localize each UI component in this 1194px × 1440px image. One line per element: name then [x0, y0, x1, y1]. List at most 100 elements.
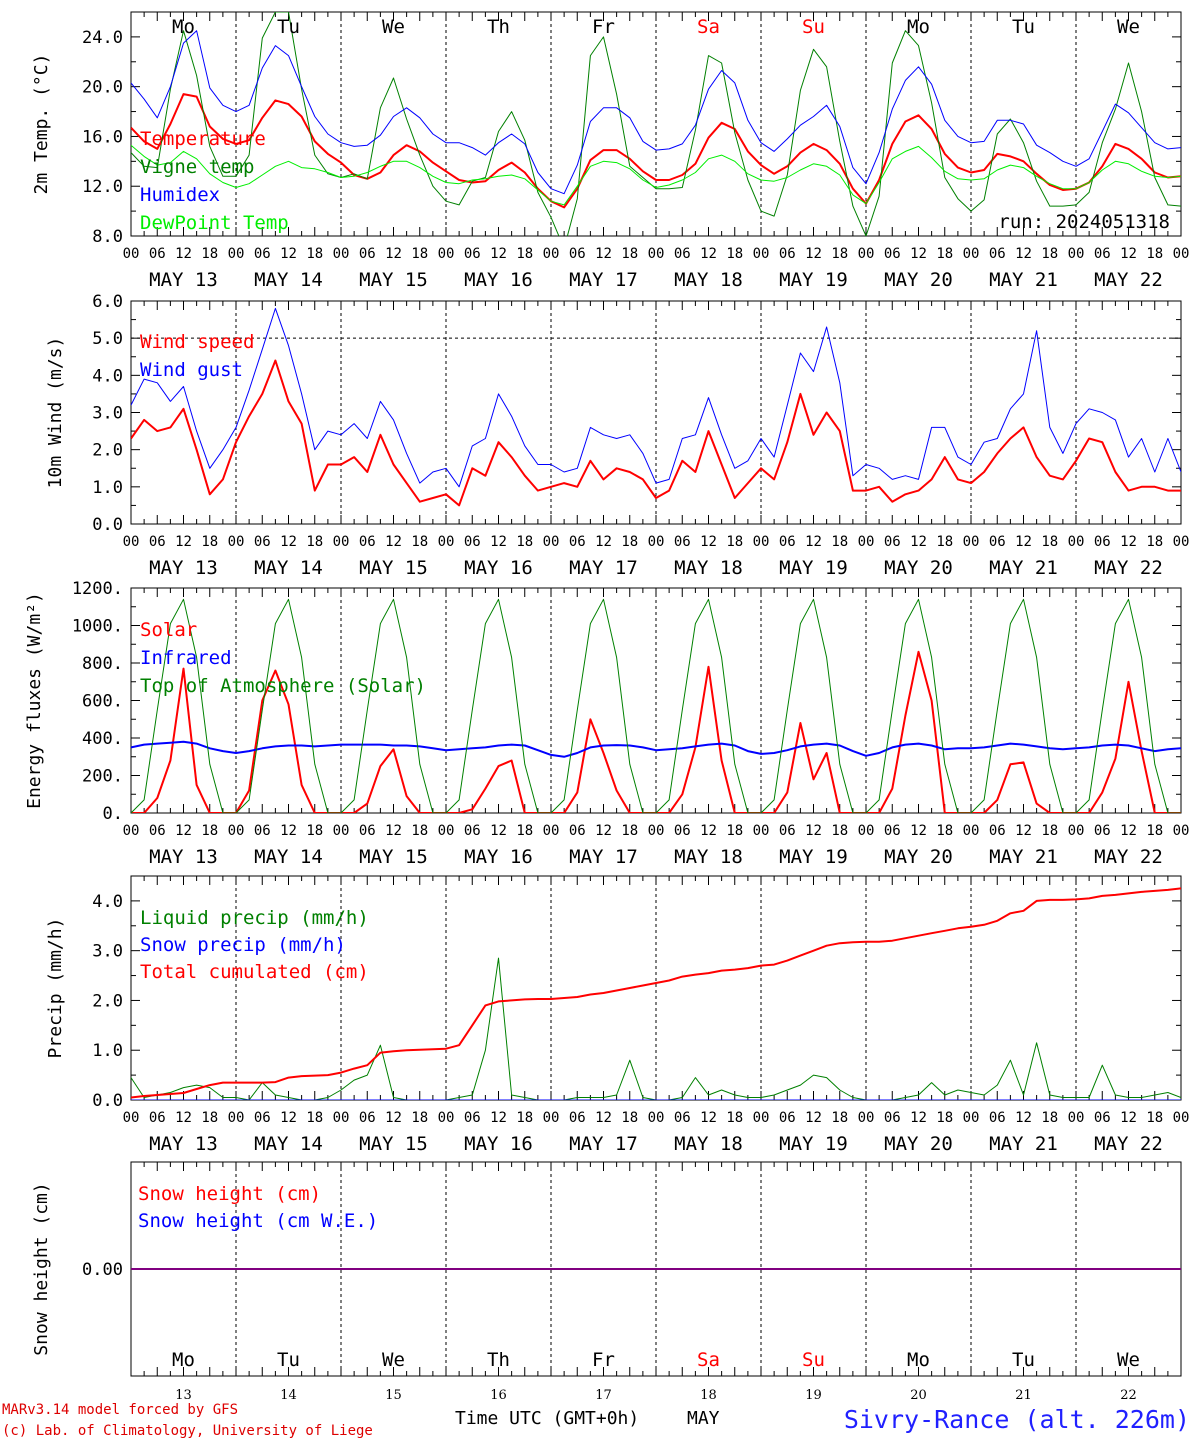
x-date-label: MAY 16 — [464, 269, 533, 291]
series-wind-speed — [131, 359, 1181, 507]
y-axis-title: Precip (mm/h) — [45, 918, 66, 1059]
x-hour-label: 18 — [936, 823, 953, 839]
y-tick-label: 800. — [82, 654, 123, 674]
x-hour-label: 06 — [569, 823, 586, 839]
x-hour-label: 06 — [359, 246, 376, 262]
x-hour-label: 00 — [963, 246, 980, 262]
legend-item: Liquid precip (mm/h) — [140, 907, 369, 929]
x-hour-label: 18 — [726, 823, 743, 839]
x-hour-label: 12 — [385, 823, 402, 839]
x-hour-label: 06 — [779, 246, 796, 262]
x-date-label: MAY 18 — [674, 846, 743, 868]
x-hour-label: 18 — [516, 534, 533, 550]
x-hour-label: 00 — [858, 1110, 875, 1126]
legend-item: Wind speed — [140, 331, 254, 353]
x-hour-label: 12 — [385, 1110, 402, 1126]
weekday-label: Tu — [1012, 1349, 1035, 1371]
model-credit: MARv3.14 model forced by GFS — [2, 1402, 238, 1418]
series-wind-gust — [131, 307, 1181, 488]
x-hour-label: 06 — [1094, 534, 1111, 550]
x-hour-label: 12 — [280, 534, 297, 550]
x-hour-label: 12 — [910, 534, 927, 550]
x-hour-label: 00 — [753, 246, 770, 262]
y-axis-title: 10m Wind (m/s) — [45, 337, 66, 489]
weekday-label: Mo — [172, 16, 195, 38]
x-hour-label: 00 — [228, 534, 245, 550]
panel-5: 0.00 Snow height (cm) Snow height (cm) Snow… — [31, 1161, 1182, 1377]
x-hour-label: 00 — [333, 246, 350, 262]
x-date-label: MAY 18 — [674, 1133, 743, 1155]
x-hour-label: 18 — [306, 534, 323, 550]
x-hour-label: 06 — [464, 534, 481, 550]
x-hour-label: 18 — [831, 1110, 848, 1126]
x-hour-label: 18 — [831, 823, 848, 839]
weekday-label: Sa — [697, 16, 720, 38]
x-date-label: MAY 15 — [359, 269, 428, 291]
x-hour-label: 00 — [963, 534, 980, 550]
x-hour-label: 00 — [438, 1110, 455, 1126]
y-axis-title: Energy fluxes (W/m²) — [24, 592, 45, 809]
y-tick-label: 0. — [103, 804, 123, 824]
x-date-label: MAY 13 — [149, 846, 218, 868]
x-hour-label: 18 — [201, 246, 218, 262]
y-tick-label: 12.0 — [82, 177, 123, 197]
x-date-label: MAY 13 — [149, 557, 218, 579]
x-hour-label: 06 — [1094, 823, 1111, 839]
x-hour-label: 18 — [306, 823, 323, 839]
x-date-label: MAY 19 — [779, 1133, 848, 1155]
y-tick-label: 16.0 — [82, 127, 123, 147]
x-hour-label: 00 — [1068, 534, 1085, 550]
series-group — [131, 307, 1181, 507]
x-hour-label: 18 — [621, 246, 638, 262]
day-number: 15 — [385, 1388, 402, 1403]
x-hour-label: 12 — [1015, 1110, 1032, 1126]
y-tick-label: 1200. — [72, 579, 123, 599]
x-date-label: MAY 14 — [254, 1133, 323, 1155]
x-hour-label: 06 — [359, 1110, 376, 1126]
weekday-label: Tu — [1012, 16, 1035, 38]
x-hour-label: 06 — [254, 1110, 271, 1126]
y-axis-title: 2m Temp. (°C) — [31, 54, 52, 195]
x-hour-label: 18 — [1146, 246, 1163, 262]
x-hour-label: 06 — [989, 534, 1006, 550]
x-hour-label: 18 — [726, 246, 743, 262]
x-hour-label: 06 — [149, 246, 166, 262]
x-date-label: MAY 18 — [674, 269, 743, 291]
x-hour-label: 18 — [831, 534, 848, 550]
x-hour-label: 06 — [149, 823, 166, 839]
y-tick-label: 4.0 — [92, 366, 123, 386]
y-tick-label: 5.0 — [92, 329, 123, 349]
x-hour-label: 00 — [123, 1110, 140, 1126]
y-tick-label: 0.00 — [82, 1260, 123, 1280]
x-date-label: MAY 17 — [569, 1133, 638, 1155]
legend-item: Snow precip (mm/h) — [140, 934, 346, 956]
x-hour-label: 00 — [858, 534, 875, 550]
x-hour-label: 00 — [543, 1110, 560, 1126]
weekday-label: Su — [802, 16, 825, 38]
y-tick-label: 8.0 — [92, 227, 123, 247]
x-date-label: MAY 16 — [464, 1133, 533, 1155]
series-liquid-precip-mm-h — [131, 957, 1181, 1100]
x-hour-label: 12 — [175, 1110, 192, 1126]
x-hour-label: 00 — [963, 823, 980, 839]
x-hour-label: 12 — [1120, 534, 1137, 550]
legend-item: Infrared — [140, 647, 232, 669]
x-hour-label: 06 — [569, 1110, 586, 1126]
x-hour-label: 06 — [149, 1110, 166, 1126]
x-hour-label: 12 — [490, 246, 507, 262]
y-tick-label: 24.0 — [82, 28, 123, 48]
x-date-label: MAY 20 — [884, 1133, 953, 1155]
x-hour-label: 06 — [464, 823, 481, 839]
x-hour-label: 06 — [779, 534, 796, 550]
x-hour-label: 12 — [490, 1110, 507, 1126]
weekday-label: Tu — [277, 1349, 300, 1371]
x-hour-label: 18 — [1041, 246, 1058, 262]
weekday-label: We — [1117, 1349, 1140, 1371]
x-hour-label: 00 — [543, 534, 560, 550]
x-date-label: MAY 20 — [884, 269, 953, 291]
x-hour-label: 18 — [306, 246, 323, 262]
x-date-label: MAY 21 — [989, 269, 1058, 291]
x-hour-label: 06 — [359, 823, 376, 839]
y-tick-label: 400. — [82, 729, 123, 749]
series-total-cumulated-cm — [131, 887, 1181, 1099]
